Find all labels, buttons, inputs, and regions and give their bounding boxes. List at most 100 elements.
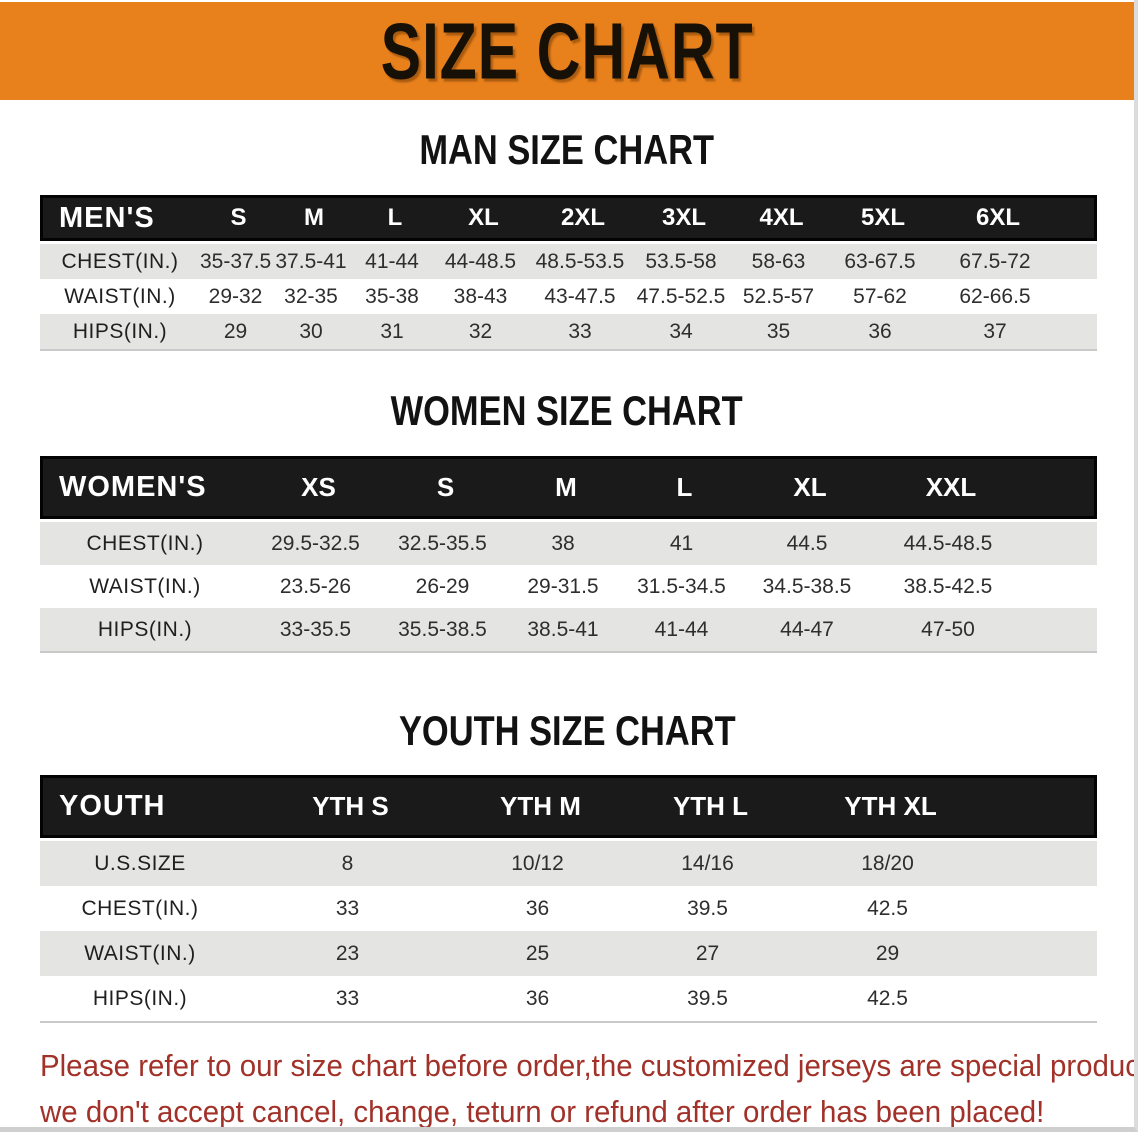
cell: 42.5 xyxy=(867,986,908,1010)
women-table-label: WOMEN'S xyxy=(59,471,207,503)
youth-hips-row: HIPS(IN.) 33 36 39.5 42.5 xyxy=(40,976,1097,1021)
cell: 37.5-41 xyxy=(275,249,347,273)
cell: 47-50 xyxy=(921,617,975,641)
banner: SIZE CHART xyxy=(0,0,1134,100)
row-label: CHEST(IN.) xyxy=(86,531,204,555)
col-header: XS xyxy=(301,472,336,502)
cell: 37 xyxy=(983,319,1007,343)
men-hips-row: HIPS(IN.) 29 30 31 32 33 34 35 36 37 xyxy=(40,314,1097,349)
cell: 32-35 xyxy=(284,284,338,308)
cell: 29 xyxy=(875,941,900,965)
cell: 41-44 xyxy=(365,249,419,273)
cell: 32 xyxy=(468,319,493,343)
men-chest-row: CHEST(IN.) 35-37.5 37.5-41 41-44 44-48.5… xyxy=(40,244,1097,279)
cell: 44.5-48.5 xyxy=(903,531,993,555)
cell: 41 xyxy=(669,531,694,555)
cell: 29-31.5 xyxy=(527,574,599,598)
cell: 33 xyxy=(335,986,360,1010)
men-header-row: MEN'S S M L XL 2XL 3XL 4XL 5XL 6XL xyxy=(40,195,1097,241)
col-header: YTH XL xyxy=(844,791,937,821)
youth-ussize-row: U.S.SIZE 8 10/12 14/16 18/20 xyxy=(40,841,1097,886)
col-header: S xyxy=(230,204,247,231)
cell: 29-32 xyxy=(208,284,263,308)
cell: 38-43 xyxy=(453,284,508,308)
women-heading-text: WOMEN SIZE CHART xyxy=(390,387,744,434)
cell: 44.5 xyxy=(786,531,828,555)
cell: 32.5-35.5 xyxy=(398,531,487,555)
youth-section-heading: YOUTH SIZE CHART xyxy=(0,707,1134,754)
col-header: M xyxy=(555,472,577,502)
cell: 57-62 xyxy=(853,284,907,308)
col-header: 5XL xyxy=(860,204,905,231)
cell: 23.5-26 xyxy=(279,574,352,598)
cell: 35-37.5 xyxy=(200,249,272,273)
men-size-table: MEN'S S M L XL 2XL 3XL 4XL 5XL 6XL CHEST… xyxy=(40,195,1097,351)
cell: 35.5-38.5 xyxy=(398,617,487,641)
cell: 39.5 xyxy=(687,986,728,1010)
row-label: U.S.SIZE xyxy=(94,851,186,875)
cell: 44-47 xyxy=(780,617,834,641)
disclaimer: Please refer to our size chart before or… xyxy=(40,1043,1134,1129)
cell: 30 xyxy=(299,319,323,343)
row-label: CHEST(IN.) xyxy=(61,249,179,273)
cell: 38.5-42.5 xyxy=(903,574,993,598)
men-table-label: MEN'S xyxy=(59,201,155,234)
cell: 18/20 xyxy=(861,851,914,875)
col-header: 3XL xyxy=(661,204,706,231)
cell: 8 xyxy=(341,851,354,875)
cell: 62-66.5 xyxy=(959,284,1031,308)
cell: 29.5-32.5 xyxy=(271,531,360,555)
men-section-heading: MAN SIZE CHART xyxy=(0,126,1134,173)
col-header: M xyxy=(304,204,324,231)
cell: 36 xyxy=(525,986,550,1010)
youth-chest-row: CHEST(IN.) 33 36 39.5 42.5 xyxy=(40,886,1097,931)
cell: 31.5-34.5 xyxy=(637,574,726,598)
cell: 44-48.5 xyxy=(444,249,517,273)
cell: 31 xyxy=(380,319,404,343)
youth-size-table: YOUTH YTH S YTH M YTH L YTH XL U.S.SIZE … xyxy=(40,775,1097,1023)
cell: 36 xyxy=(868,319,892,343)
women-size-table: WOMEN'S XS S M L XL XXL CHEST(IN.) 29.5-… xyxy=(40,456,1097,653)
cell: 42.5 xyxy=(867,896,908,920)
women-waist-row: WAIST(IN.) 23.5-26 26-29 29-31.5 31.5-34… xyxy=(40,565,1097,608)
col-header: XL xyxy=(468,204,499,231)
cell: 26-29 xyxy=(415,574,470,598)
cell: 33-35.5 xyxy=(279,617,352,641)
cell: 53.5-58 xyxy=(645,249,717,273)
disclaimer-line-2: we don't accept cancel, change, teturn o… xyxy=(40,1094,1045,1129)
cell: 35-38 xyxy=(365,284,419,308)
cell: 63-67.5 xyxy=(844,249,916,273)
cell: 38.5-41 xyxy=(527,617,599,641)
cell: 29 xyxy=(223,319,248,343)
cell: 67.5-72 xyxy=(959,249,1031,273)
col-header: XXL xyxy=(925,472,977,502)
cell: 14/16 xyxy=(681,851,734,875)
women-hips-row: HIPS(IN.) 33-35.5 35.5-38.5 38.5-41 41-4… xyxy=(40,608,1097,651)
col-header: 2XL xyxy=(560,204,605,231)
row-label: WAIST(IN.) xyxy=(64,284,176,308)
youth-heading-text: YOUTH SIZE CHART xyxy=(398,707,736,754)
col-header: YTH L xyxy=(672,791,749,821)
cell: 38 xyxy=(551,531,575,555)
cell: 34 xyxy=(669,319,693,343)
cell: 43-47.5 xyxy=(544,284,616,308)
cell: 58-63 xyxy=(751,249,806,273)
col-header: YTH S xyxy=(312,791,389,821)
cell: 23 xyxy=(335,941,360,965)
col-header: 6XL xyxy=(975,204,1020,231)
women-header-row: WOMEN'S XS S M L XL XXL xyxy=(40,456,1097,519)
col-header: XL xyxy=(793,472,827,502)
cell: 41-44 xyxy=(654,617,709,641)
cell: 27 xyxy=(695,941,720,965)
men-heading-text: MAN SIZE CHART xyxy=(419,126,715,173)
banner-title: SIZE CHART xyxy=(380,6,754,96)
cell: 25 xyxy=(525,941,550,965)
youth-waist-row: WAIST(IN.) 23 25 27 29 xyxy=(40,931,1097,976)
row-label: CHEST(IN.) xyxy=(81,896,199,920)
row-label: HIPS(IN.) xyxy=(72,319,168,343)
women-section-heading: WOMEN SIZE CHART xyxy=(0,387,1134,434)
cell: 35 xyxy=(766,319,791,343)
cell: 34.5-38.5 xyxy=(762,574,852,598)
col-header: YTH M xyxy=(500,791,581,821)
